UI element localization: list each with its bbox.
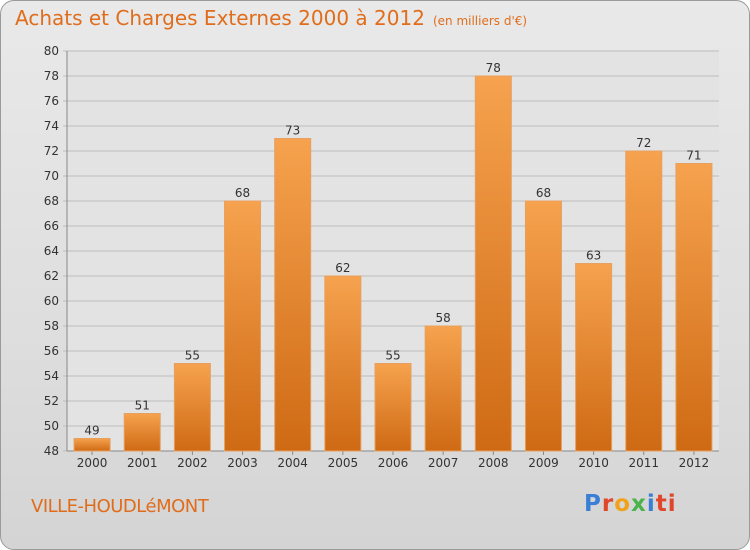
y-tick-label: 58 xyxy=(44,319,59,333)
bar xyxy=(575,263,613,452)
bar xyxy=(123,413,161,452)
bar xyxy=(224,200,262,452)
y-tick-label: 74 xyxy=(44,119,59,133)
y-tick-label: 78 xyxy=(44,69,59,83)
data-label: 73 xyxy=(285,124,300,138)
logo-letter: ti xyxy=(655,491,677,517)
data-label: 68 xyxy=(536,186,551,200)
x-tick-label: 2005 xyxy=(328,456,359,470)
logo-letter: i xyxy=(646,491,656,517)
data-label: 55 xyxy=(385,349,400,363)
chart-title: Achats et Charges Externes 2000 à 2012 (e… xyxy=(15,6,527,30)
proxiti-logo: Proxiti xyxy=(584,491,677,517)
x-tick-label: 2004 xyxy=(277,456,308,470)
chart-title-text: Achats et Charges Externes 2000 à 2012 xyxy=(15,6,425,30)
chart-unit: (en milliers d'€) xyxy=(432,14,528,28)
y-tick-label: 70 xyxy=(44,169,59,183)
data-label: 68 xyxy=(235,186,250,200)
x-tick-label: 2012 xyxy=(679,456,710,470)
y-tick-label: 72 xyxy=(44,144,59,158)
y-tick-label: 80 xyxy=(44,44,59,58)
x-tick-label: 2007 xyxy=(428,456,459,470)
x-tick-label: 2008 xyxy=(478,456,509,470)
data-label: 55 xyxy=(185,349,200,363)
data-label: 62 xyxy=(335,261,350,275)
bar xyxy=(424,325,462,452)
data-label: 58 xyxy=(436,311,451,325)
x-tick-label: 2000 xyxy=(77,456,108,470)
y-tick-label: 68 xyxy=(44,194,59,208)
bar xyxy=(374,363,412,452)
bar xyxy=(474,75,512,452)
logo-letter: x xyxy=(631,491,647,517)
x-tick-label: 2009 xyxy=(528,456,559,470)
y-tick-label: 52 xyxy=(44,394,59,408)
bar xyxy=(625,150,663,452)
y-tick-label: 76 xyxy=(44,94,59,108)
y-tick-label: 50 xyxy=(44,419,59,433)
y-tick-label: 62 xyxy=(44,269,59,283)
x-tick-label: 2003 xyxy=(227,456,258,470)
data-label: 72 xyxy=(636,136,651,150)
x-tick-label: 2002 xyxy=(177,456,208,470)
data-label: 63 xyxy=(586,249,601,263)
bar xyxy=(173,363,211,452)
data-label: 51 xyxy=(135,399,150,413)
bar xyxy=(524,200,562,452)
city-name: VILLE-HOUDLéMONT xyxy=(31,496,209,517)
y-tick-label: 60 xyxy=(44,294,59,308)
y-tick-label: 56 xyxy=(44,344,59,358)
y-tick-label: 66 xyxy=(44,219,59,233)
logo-letter: r xyxy=(601,491,615,517)
logo-letter: o xyxy=(614,491,632,517)
logo-letter: P xyxy=(584,491,602,517)
bar xyxy=(274,138,312,452)
data-label: 78 xyxy=(486,61,501,75)
y-tick-label: 64 xyxy=(44,244,59,258)
x-tick-label: 2006 xyxy=(378,456,409,470)
x-tick-label: 2001 xyxy=(127,456,158,470)
bar xyxy=(675,163,713,452)
x-tick-label: 2010 xyxy=(578,456,609,470)
bar xyxy=(73,438,111,452)
bar xyxy=(324,275,362,452)
y-tick-label: 54 xyxy=(44,369,59,383)
data-label: 71 xyxy=(686,149,701,163)
x-tick-label: 2011 xyxy=(628,456,659,470)
data-label: 49 xyxy=(84,424,99,438)
y-tick-label: 48 xyxy=(44,444,59,458)
